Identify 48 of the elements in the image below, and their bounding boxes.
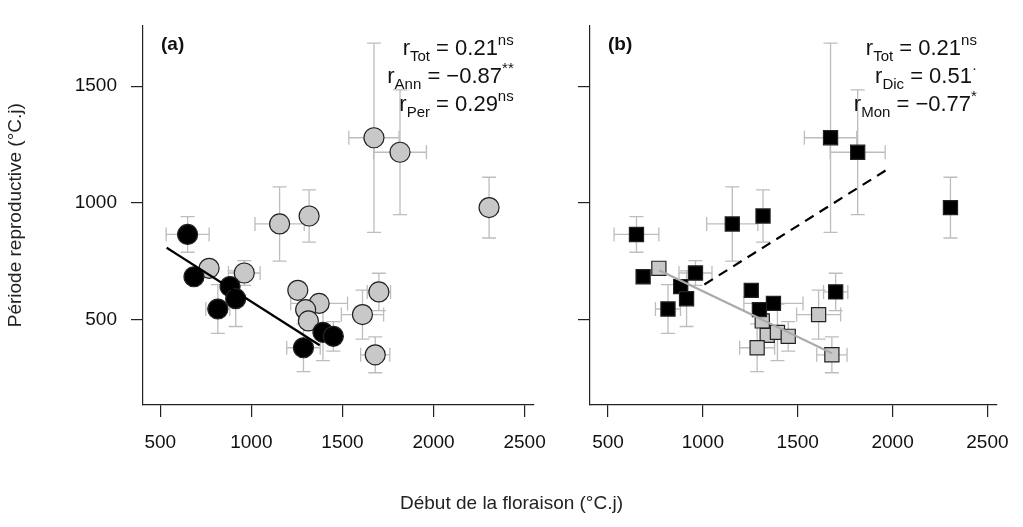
point: [298, 205, 320, 227]
point: [810, 306, 827, 323]
point: [651, 260, 667, 277]
point: [828, 284, 844, 300]
x-axis-title: Début de la floraison (°C.j): [399, 492, 624, 514]
point: [322, 325, 344, 347]
point: [660, 301, 676, 317]
x-tick-label: 2500: [503, 430, 546, 452]
x-tick-label: 500: [592, 430, 624, 452]
x-tick-label: 500: [144, 430, 177, 452]
x-tick-label: 1500: [321, 430, 364, 452]
point: [755, 208, 771, 224]
point: [628, 226, 645, 243]
point: [183, 266, 205, 288]
y-axis-title: Période reproductive (°C.j): [3, 103, 25, 328]
point: [177, 223, 199, 246]
point: [822, 130, 839, 146]
chart-title: (b): [608, 33, 633, 55]
point: [363, 127, 385, 149]
point: [389, 141, 411, 163]
point: [287, 279, 309, 301]
point: [942, 199, 959, 216]
point: [678, 291, 695, 307]
x-tick-label: 1000: [681, 430, 725, 452]
point: [269, 213, 291, 235]
point: [724, 216, 740, 232]
x-tick-label: 2000: [412, 430, 455, 452]
point: [765, 295, 782, 312]
point: [687, 265, 704, 281]
point: [351, 304, 374, 326]
x-tick-label: 2500: [966, 430, 1009, 452]
point: [635, 269, 651, 285]
point: [364, 344, 386, 366]
y-tick-label: 1000: [74, 191, 117, 213]
y-tick-label: 1500: [74, 74, 117, 96]
x-tick-label: 1000: [230, 430, 273, 452]
point: [751, 302, 768, 318]
point: [292, 337, 315, 359]
point: [297, 310, 319, 332]
y-tick-label: 500: [85, 307, 117, 329]
point: [749, 340, 765, 356]
x-tick-label: 1500: [776, 430, 819, 452]
chart-title: (a): [161, 33, 185, 55]
x-tick-label: 2000: [871, 430, 914, 452]
point: [850, 144, 866, 160]
point: [743, 282, 759, 298]
point: [478, 197, 500, 219]
point: [225, 288, 247, 310]
